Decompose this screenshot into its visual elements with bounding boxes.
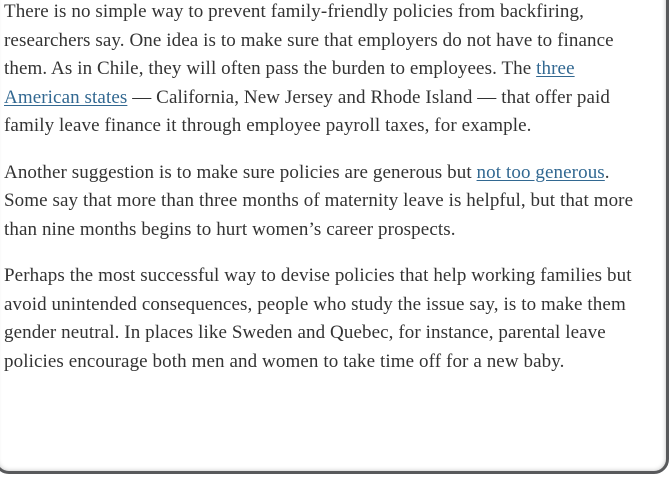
link-not-too-generous[interactable]: not too generous: [476, 161, 605, 183]
paragraph-1: There is no simple way to prevent family…: [4, 0, 654, 141]
paragraph-text: Another suggestion is to make sure polic…: [4, 161, 477, 183]
paragraph-2: Another suggestion is to make sure polic…: [4, 159, 654, 245]
paragraph-text: There is no simple way to prevent family…: [4, 1, 614, 79]
paragraph-text: — California, New Jersey and Rhode Islan…: [4, 86, 611, 137]
link-three-american-states[interactable]: three American states: [4, 58, 575, 108]
paragraph-3: Perhaps the most successful way to devis…: [4, 262, 654, 376]
article-body: There is no simple way to prevent family…: [4, 0, 654, 376]
paragraph-text: . Some say that more than three months o…: [4, 161, 634, 240]
paragraph-text: Perhaps the most successful way to devis…: [4, 265, 632, 372]
